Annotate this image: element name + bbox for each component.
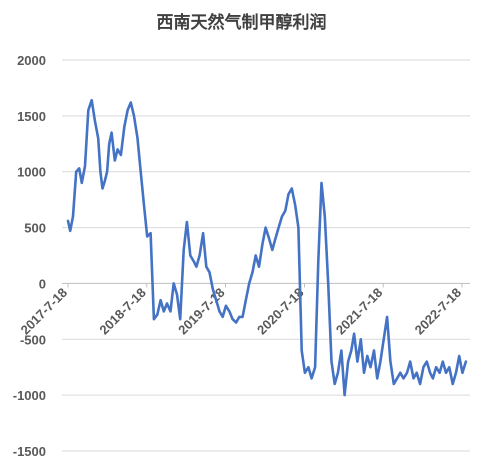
y-tick-label: 1500	[17, 109, 46, 124]
y-tick-label: -1000	[13, 388, 46, 403]
y-tick-label: 0	[39, 276, 46, 291]
x-axis: 2017-7-18 2018-7-18 2019-7-18 2020-7-18 2021…	[18, 283, 465, 338]
x-tick-label: 2021-7-18	[333, 285, 386, 338]
y-tick-label: 1000	[17, 165, 46, 180]
y-tick-label: 500	[24, 221, 46, 236]
gridlines	[62, 59, 470, 452]
x-tick-label: 2017-7-18	[18, 285, 71, 338]
y-axis: 2000 1500 1000 500 0 -500 -1000 -1500	[13, 53, 46, 459]
y-tick-label: 2000	[17, 53, 46, 68]
series-layer	[66, 98, 468, 397]
y-tick-label: -500	[20, 332, 46, 347]
y-tick-label: -1500	[13, 444, 46, 459]
x-tick-label: 2020-7-18	[254, 285, 307, 338]
x-tick-label: 2022-7-18	[412, 285, 465, 338]
series-line-0	[66, 98, 468, 397]
x-tick-label: 2018-7-18	[96, 285, 149, 338]
chart-title: 西南天然气制甲醇利润	[156, 13, 327, 33]
